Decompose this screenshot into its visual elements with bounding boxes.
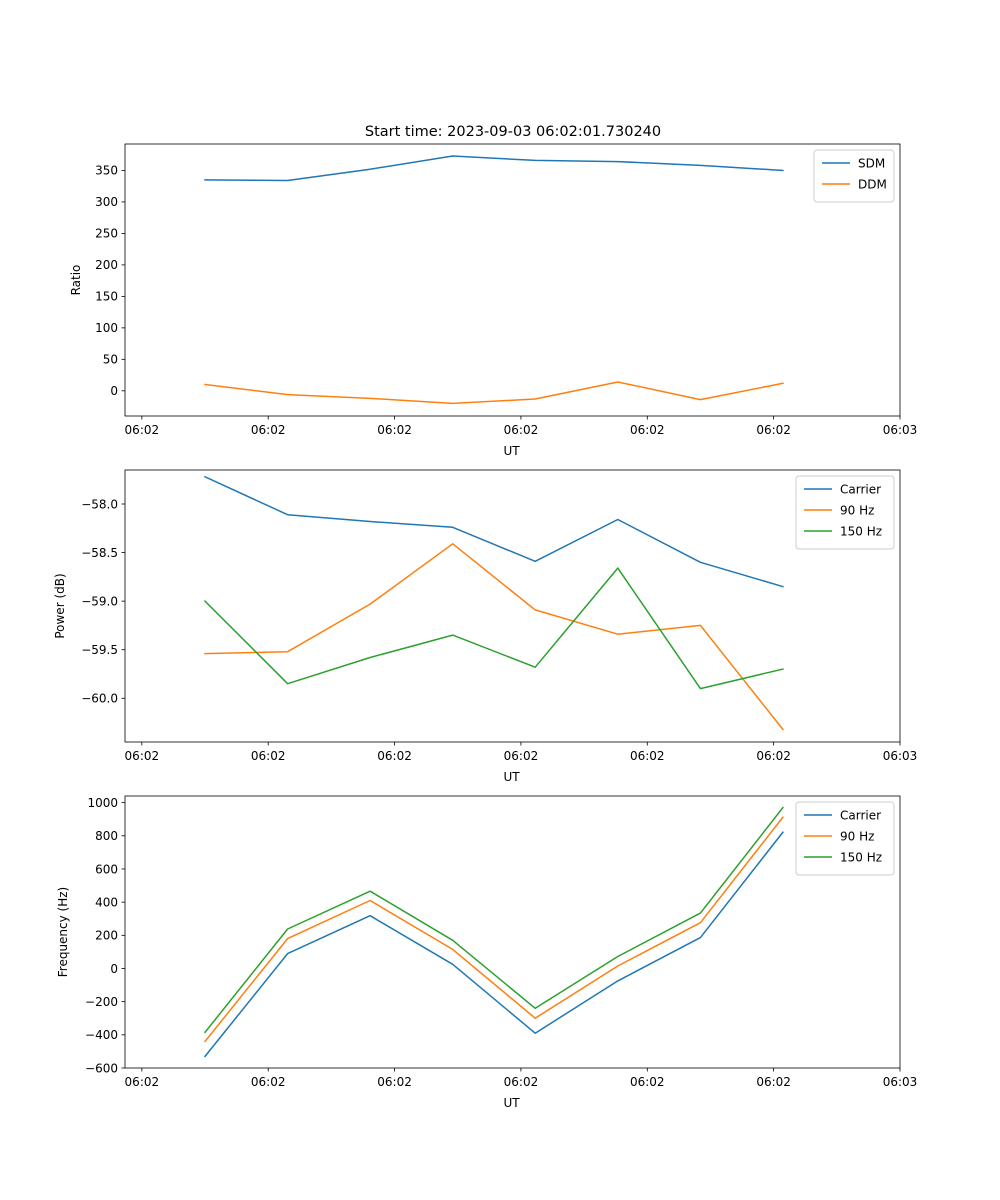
x-tick-label: 06:03 <box>883 423 918 437</box>
y-tick-label: 50 <box>103 353 118 367</box>
y-tick-label: 0 <box>110 384 118 398</box>
x-tick-label: 06:02 <box>630 749 665 763</box>
y-tick-label: −60.0 <box>81 692 118 706</box>
y-tick-label: 600 <box>95 862 118 876</box>
x-tick-label: 06:02 <box>504 423 539 437</box>
legend-label-90-hz: 90 Hz <box>840 829 874 843</box>
legend-label-carrier: Carrier <box>840 808 881 822</box>
y-tick-label: −200 <box>85 995 118 1009</box>
chart-title: Start time: 2023-09-03 06:02:01.730240 <box>365 124 661 140</box>
y-axis-label: Power (dB) <box>53 573 67 638</box>
y-tick-label: 0 <box>110 962 118 976</box>
legend-label-150-hz: 150 Hz <box>840 850 882 864</box>
y-tick-label: −59.0 <box>81 594 118 608</box>
x-tick-label: 06:02 <box>125 749 160 763</box>
y-tick-label: −59.5 <box>81 643 118 657</box>
y-tick-label: −58.0 <box>81 497 118 511</box>
x-tick-label: 06:02 <box>630 423 665 437</box>
legend: Carrier 90 Hz 150 Hz <box>795 475 895 550</box>
axes-frame <box>124 795 901 1069</box>
y-tick-label: 200 <box>95 929 118 943</box>
y-tick-label: −400 <box>85 1028 118 1042</box>
x-tick-label: 06:02 <box>251 1075 286 1089</box>
y-tick-label: 100 <box>95 321 118 335</box>
x-axis-label: UT <box>503 1096 520 1110</box>
x-axis-label: UT <box>503 770 520 784</box>
series-line-ddm <box>204 381 784 405</box>
x-tick-label: 06:02 <box>756 1075 791 1089</box>
x-tick-label: 06:02 <box>251 423 286 437</box>
y-tick-label: 300 <box>95 195 118 209</box>
legend-label-carrier: Carrier <box>840 482 881 496</box>
series-line-sdm <box>204 155 784 182</box>
y-axis-label: Frequency (Hz) <box>56 887 70 978</box>
chart-panel-3: 06:02 06:02 06:02 06:02 06:02 06:02 06:03 −600 −… <box>56 795 918 1110</box>
x-tick-label: 06:02 <box>125 1075 160 1089</box>
x-tick-label: 06:02 <box>251 749 286 763</box>
y-axis-label: Ratio <box>69 265 83 296</box>
y-tick-label: 200 <box>95 258 118 272</box>
legend-label-90-hz: 90 Hz <box>840 503 874 517</box>
y-tick-label: −600 <box>85 1061 118 1075</box>
chart-panel-2: 06:02 06:02 06:02 06:02 06:02 06:02 06:03 −58.0… <box>53 469 918 784</box>
series-line-carrier <box>203 831 784 1058</box>
legend: SDM DDM <box>813 149 895 203</box>
y-tick-label: 1000 <box>87 796 118 810</box>
legend: Carrier 90 Hz 150 Hz <box>795 801 895 876</box>
x-tick-label: 06:02 <box>630 1075 665 1089</box>
x-tick-label: 06:02 <box>377 1075 412 1089</box>
x-tick-label: 06:03 <box>883 749 918 763</box>
y-tick-label: 150 <box>95 290 118 304</box>
series-line-150-hz <box>203 567 784 690</box>
x-tick-label: 06:02 <box>756 423 791 437</box>
y-tick-label: 800 <box>95 829 118 843</box>
x-tick-label: 06:02 <box>377 423 412 437</box>
x-tick-label: 06:02 <box>504 1075 539 1089</box>
series-line-90-hz <box>203 816 784 1043</box>
y-tick-label: 400 <box>95 895 118 909</box>
x-tick-label: 06:02 <box>377 749 412 763</box>
series-line-150-hz <box>203 806 784 1034</box>
legend-label-sdm: SDM <box>858 156 885 170</box>
series-line-carrier <box>204 475 784 588</box>
x-tick-label: 06:02 <box>504 749 539 763</box>
axes-frame <box>124 469 901 743</box>
y-tick-label: 250 <box>95 227 118 241</box>
y-tick-label: −58.5 <box>81 546 118 560</box>
x-axis-label: UT <box>503 444 520 458</box>
x-tick-label: 06:02 <box>125 423 160 437</box>
axes-frame <box>124 143 901 417</box>
legend-label-150-hz: 150 Hz <box>840 524 882 538</box>
x-tick-label: 06:02 <box>756 749 791 763</box>
legend-label-ddm: DDM <box>858 177 887 191</box>
series-line-90-hz <box>204 543 784 731</box>
y-tick-label: 350 <box>95 164 118 178</box>
x-tick-label: 06:03 <box>883 1075 918 1089</box>
chart-panel-1: 06:02 06:02 06:02 06:02 06:02 06:02 06:03 0 50 10… <box>69 143 918 458</box>
